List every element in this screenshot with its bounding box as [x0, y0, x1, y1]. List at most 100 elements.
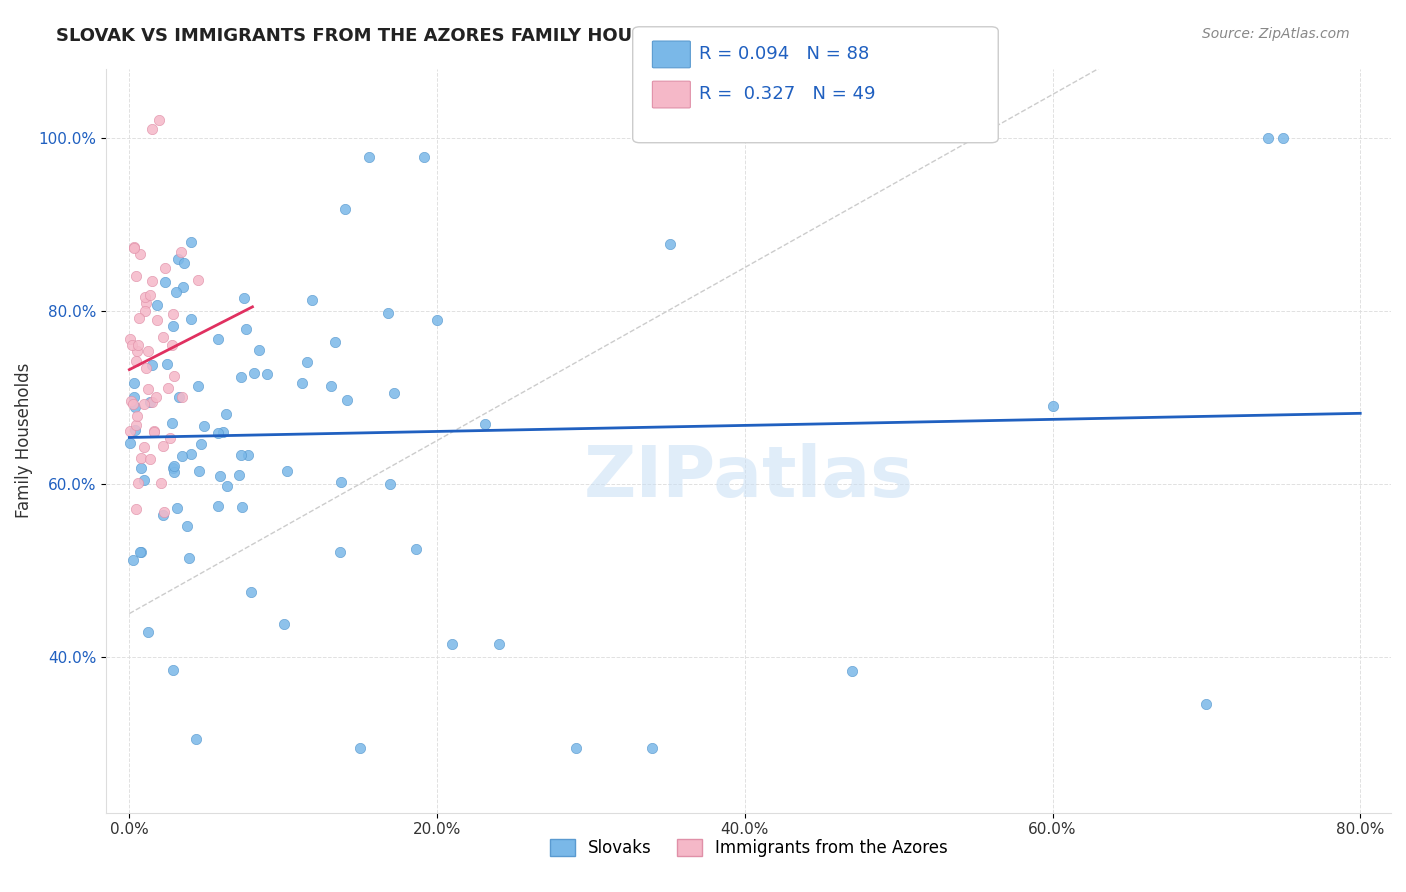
Immigrants from the Azores: [129, 451, 152, 466]
Immigrants from the Azores: [150, 475, 173, 490]
Immigrants from the Azores: [125, 502, 148, 516]
Slovaks: [301, 293, 323, 308]
Immigrants from the Azores: [121, 337, 143, 351]
Slovaks: [209, 469, 232, 483]
Slovaks: [180, 312, 202, 326]
Slovaks: [1272, 130, 1295, 145]
Slovaks: [163, 465, 186, 479]
Immigrants from the Azores: [187, 273, 209, 287]
Slovaks: [163, 459, 186, 474]
Slovaks: [145, 298, 167, 312]
Slovaks: [153, 276, 176, 290]
Slovaks: [243, 366, 266, 380]
Slovaks: [172, 280, 194, 294]
Immigrants from the Azores: [125, 417, 148, 432]
Slovaks: [156, 357, 179, 371]
Slovaks: [239, 585, 262, 599]
Slovaks: [207, 426, 229, 441]
Immigrants from the Azores: [129, 247, 152, 261]
Legend: Slovaks, Immigrants from the Azores: Slovaks, Immigrants from the Azores: [543, 832, 955, 863]
Immigrants from the Azores: [127, 475, 149, 490]
Text: ZIPatlas: ZIPatlas: [583, 443, 914, 512]
Slovaks: [162, 461, 184, 475]
Slovaks: [1042, 399, 1064, 413]
Immigrants from the Azores: [157, 380, 180, 394]
Immigrants from the Azores: [128, 311, 150, 326]
Slovaks: [231, 448, 253, 462]
Slovaks: [170, 449, 193, 463]
Slovaks: [441, 637, 464, 651]
Immigrants from the Azores: [127, 338, 149, 352]
Slovaks: [380, 476, 402, 491]
Immigrants from the Azores: [120, 332, 142, 346]
Immigrants from the Azores: [142, 425, 165, 439]
Slovaks: [136, 625, 159, 640]
Slovaks: [291, 376, 314, 391]
Slovaks: [124, 423, 146, 437]
Immigrants from the Azores: [120, 425, 142, 439]
Text: R = 0.094   N = 88: R = 0.094 N = 88: [699, 45, 869, 62]
Slovaks: [166, 501, 188, 516]
Slovaks: [841, 664, 863, 678]
Slovaks: [160, 416, 183, 430]
Slovaks: [236, 448, 259, 462]
Immigrants from the Azores: [134, 304, 156, 318]
Slovaks: [207, 332, 229, 346]
Immigrants from the Azores: [135, 295, 157, 310]
Immigrants from the Azores: [152, 439, 174, 453]
Slovaks: [190, 437, 212, 451]
Slovaks: [141, 358, 163, 372]
Slovaks: [193, 418, 215, 433]
Slovaks: [377, 306, 399, 320]
Immigrants from the Azores: [162, 307, 184, 321]
Slovaks: [184, 731, 207, 746]
Immigrants from the Azores: [145, 390, 167, 404]
Slovaks: [176, 519, 198, 533]
Immigrants from the Azores: [153, 261, 176, 276]
Immigrants from the Azores: [138, 343, 160, 358]
Slovaks: [273, 616, 295, 631]
Immigrants from the Azores: [122, 397, 145, 411]
Immigrants from the Azores: [120, 394, 142, 409]
Slovaks: [131, 545, 153, 559]
Slovaks: [335, 392, 357, 407]
Slovaks: [167, 390, 190, 404]
Slovaks: [413, 150, 436, 164]
Slovaks: [384, 385, 406, 400]
Slovaks: [405, 541, 427, 556]
Immigrants from the Azores: [136, 382, 159, 396]
Slovaks: [121, 553, 143, 567]
Slovaks: [207, 499, 229, 513]
Immigrants from the Azores: [135, 360, 157, 375]
Slovaks: [173, 256, 195, 270]
Slovaks: [659, 236, 682, 251]
Slovaks: [276, 464, 298, 478]
Slovaks: [180, 447, 202, 461]
Slovaks: [228, 468, 250, 483]
Immigrants from the Azores: [159, 431, 181, 445]
Immigrants from the Azores: [134, 290, 156, 304]
Slovaks: [177, 550, 200, 565]
Immigrants from the Azores: [141, 395, 163, 409]
Y-axis label: Family Households: Family Households: [15, 363, 32, 518]
Text: R =  0.327   N = 49: R = 0.327 N = 49: [699, 85, 876, 103]
Immigrants from the Azores: [132, 440, 155, 454]
Slovaks: [1257, 130, 1279, 145]
Slovaks: [641, 740, 664, 755]
Slovaks: [232, 292, 254, 306]
Slovaks: [134, 473, 156, 487]
Slovaks: [231, 370, 253, 384]
Slovaks: [474, 417, 496, 431]
Slovaks: [235, 322, 257, 336]
Immigrants from the Azores: [125, 344, 148, 359]
Immigrants from the Azores: [153, 505, 176, 519]
Slovaks: [180, 235, 202, 249]
Slovaks: [165, 285, 187, 299]
Slovaks: [166, 252, 188, 267]
Slovaks: [357, 150, 380, 164]
Immigrants from the Azores: [124, 353, 146, 368]
Slovaks: [349, 740, 371, 755]
Slovaks: [329, 545, 352, 559]
Slovaks: [214, 408, 236, 422]
Immigrants from the Azores: [169, 245, 191, 260]
